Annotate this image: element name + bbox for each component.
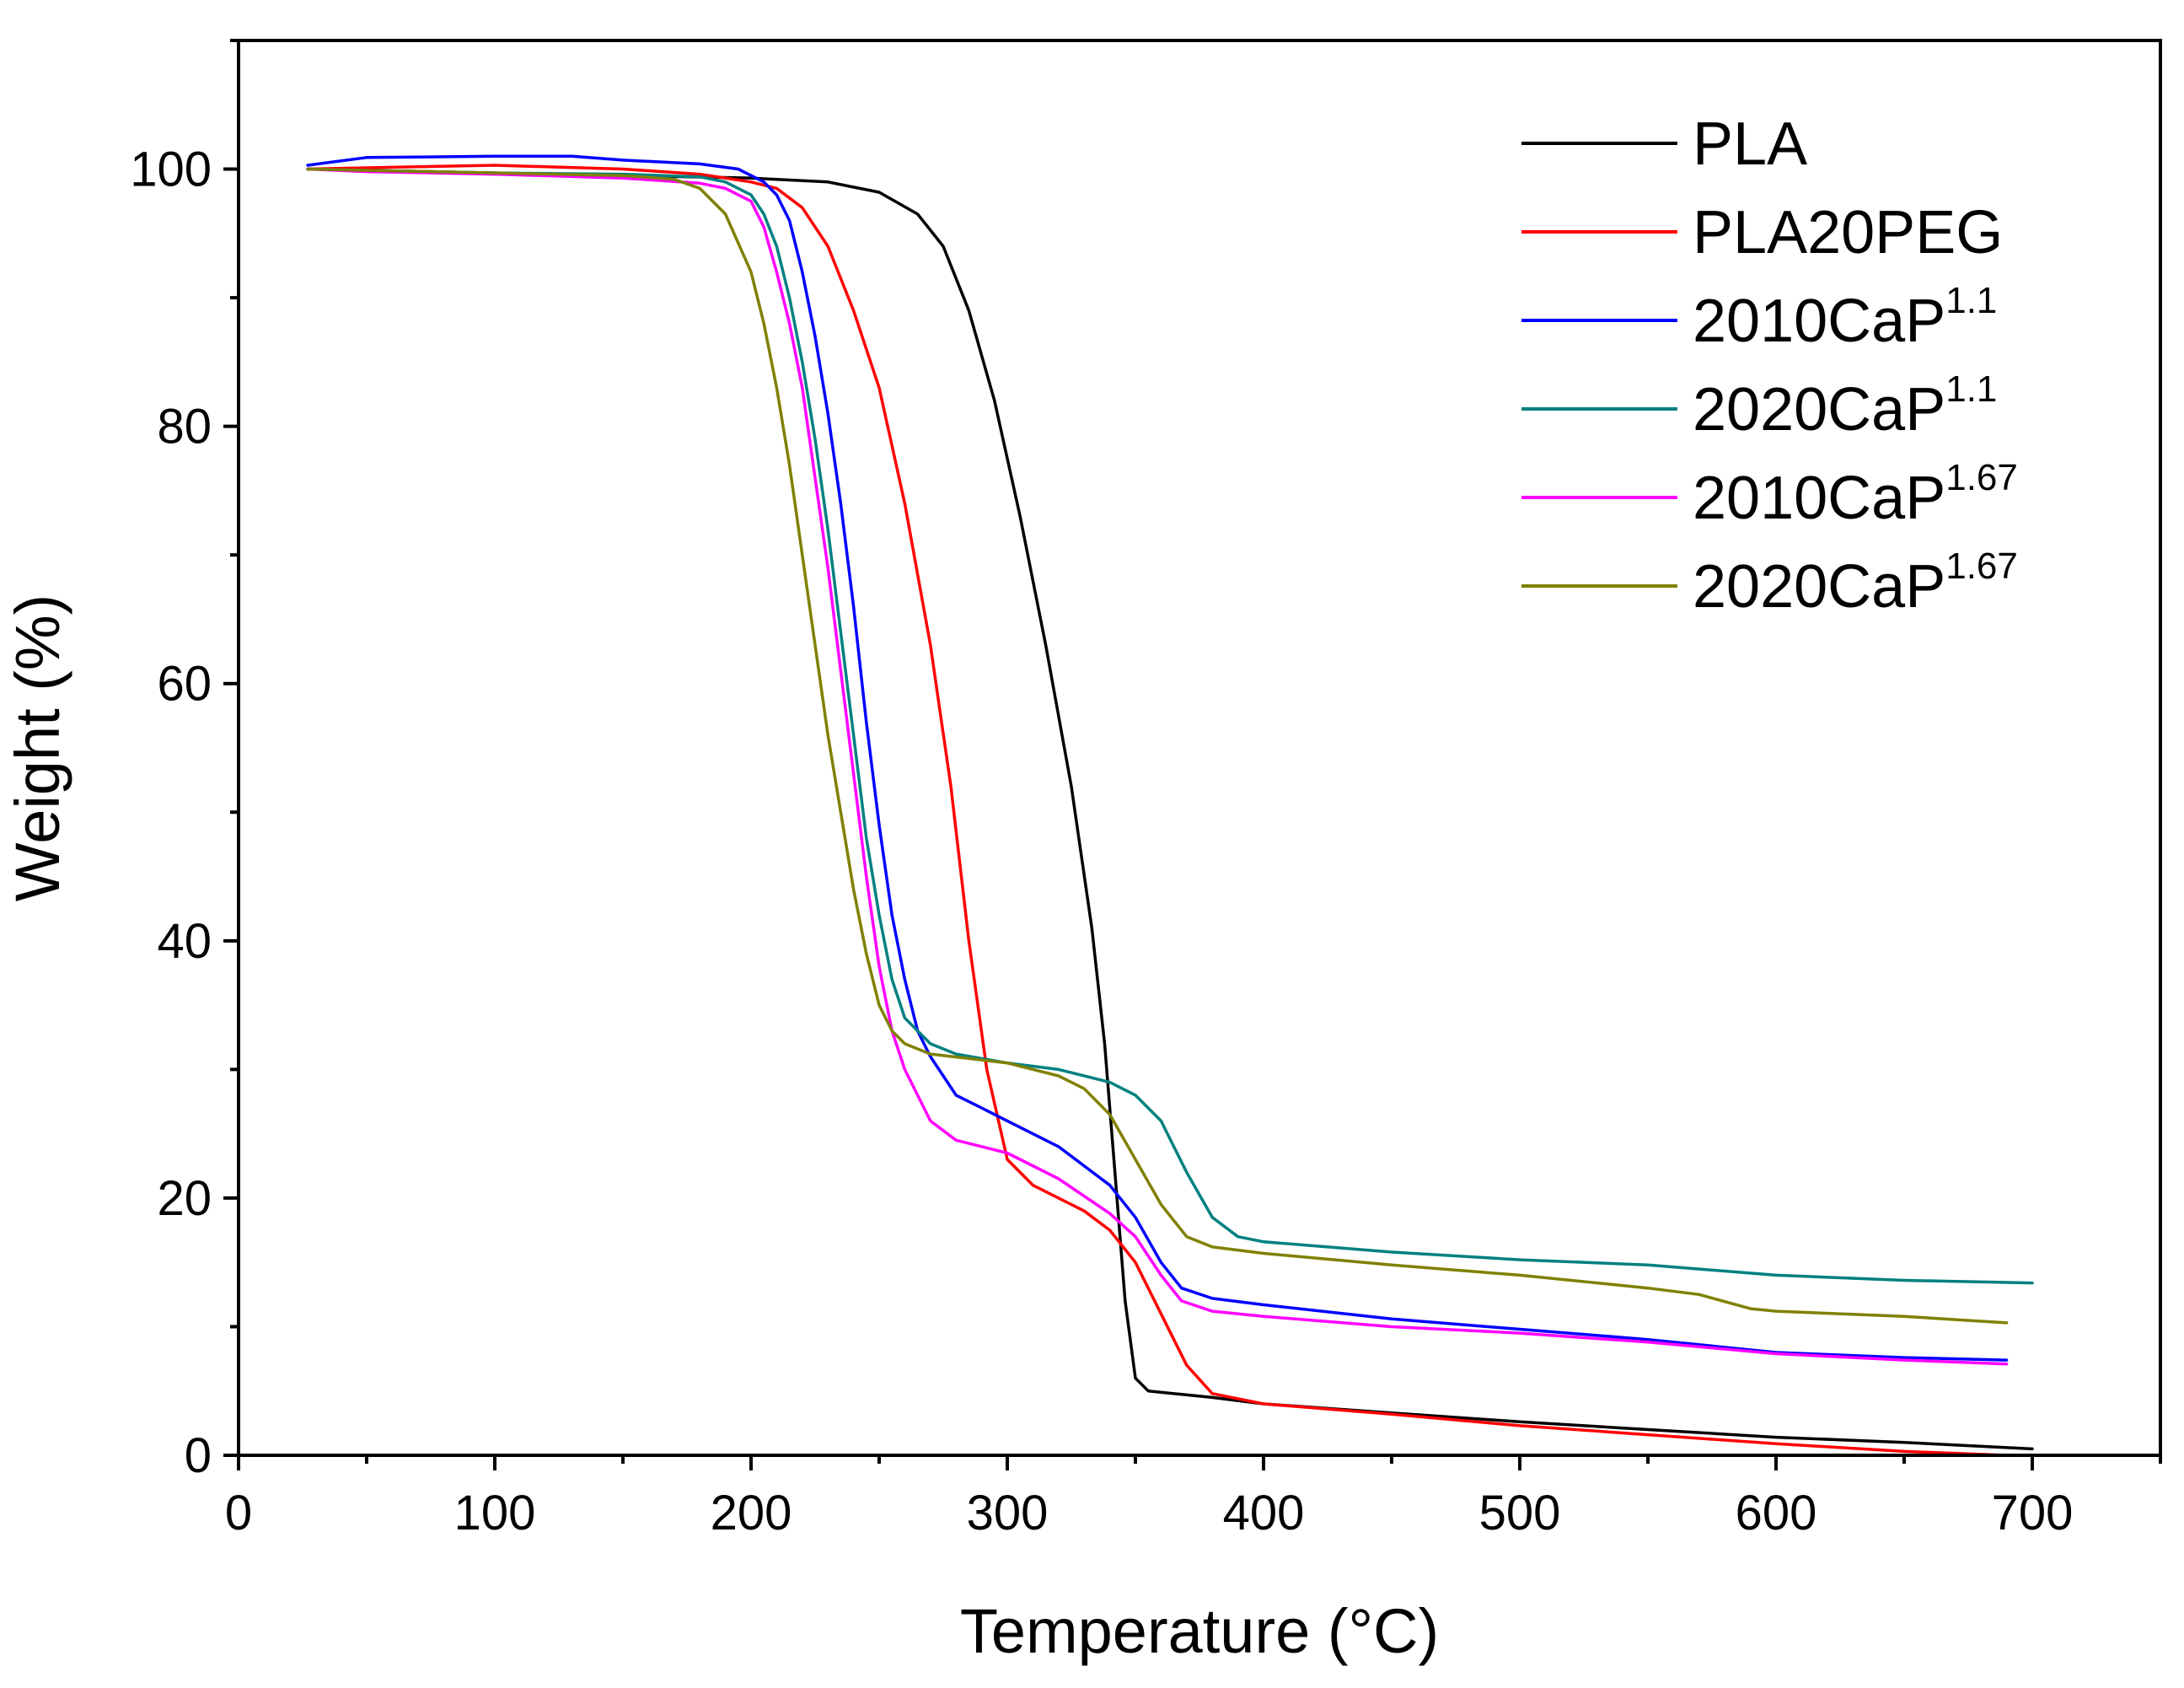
y-tick-label: 80 [157,400,212,454]
plot-frame [237,39,2162,1457]
y-tick-label: 0 [185,1428,212,1483]
ticks: 0 100 200 300 400 500 600 700 0 20 40 60 80 100 [130,39,2162,1540]
series-line-2010cap1-67 [306,167,2009,1366]
y-tick-label: 60 [157,657,212,712]
series-line-2020cap1-67 [306,167,2009,1325]
legend-label-2010cap1-67: 2010CaP1.67 [1693,457,2018,532]
x-axis-title: Temperature (°C) [960,1596,1439,1666]
x-tick-label: 300 [967,1486,1049,1540]
x-tick-label: 700 [1992,1486,2074,1540]
legend-label-pla20peg: PLA20PEG [1693,199,2003,266]
x-tick-label: 600 [1736,1486,1817,1540]
series-line-2020cap1-1 [306,167,2034,1285]
x-tick-label: 100 [454,1486,536,1540]
series-line-2010cap1-1 [306,154,2009,1362]
series-line-pla [306,167,2034,1451]
series-lines [306,154,2034,1457]
y-tick-label: 100 [130,142,212,197]
legend-label-2010cap1-1: 2010CaP1.1 [1693,280,1997,355]
y-axis-title: Weight (%) [3,594,72,902]
x-tick-label: 400 [1223,1486,1305,1540]
legend-label-2020cap1-1: 2020CaP1.1 [1693,368,1997,444]
y-tick-label: 20 [157,1171,212,1226]
x-tick-label: 200 [711,1486,792,1540]
x-tick-label: 500 [1479,1486,1561,1540]
x-tick-label: 0 [225,1486,252,1540]
legend-label-pla: PLA [1693,110,1807,178]
y-tick-label: 40 [157,914,212,969]
legend-label-2020cap1-67: 2020CaP1.67 [1693,546,2018,621]
legend: PLA PLA20PEG 2010CaP1.1 2020CaP1.1 2010CaP1.… [1521,110,2018,621]
